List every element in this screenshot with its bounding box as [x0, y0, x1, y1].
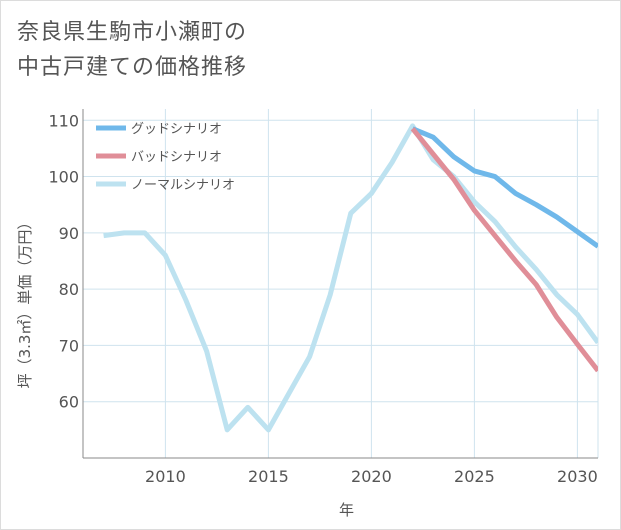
x-axis-title: 年	[339, 501, 354, 519]
x-tick-label-2020: 2020	[351, 467, 392, 486]
grid-lines	[83, 109, 599, 458]
chart-title: 奈良県生駒市小瀬町の 中古戸建ての価格推移	[17, 15, 247, 85]
y-tick-label-110: 110	[48, 111, 79, 130]
legend-label-normal: ノーマルシナリオ	[131, 178, 235, 193]
series-line-bad	[410, 127, 598, 373]
x-tick-label-2010: 2010	[145, 467, 186, 486]
axes: 2010 2015 2020 2025 2030 60 70 80 90 100 110	[48, 109, 598, 486]
chart-title-line-1: 奈良県生駒市小瀬町の	[17, 20, 248, 45]
y-axis-title: 坪（3.3㎡）単価（万円）	[16, 215, 34, 389]
chart-title-line-2: 中古戸建ての価格推移	[17, 55, 248, 80]
y-tick-label-80: 80	[59, 280, 79, 299]
x-tick-label-2015: 2015	[248, 467, 289, 486]
legend-label-bad: バッドシナリオ	[131, 150, 222, 165]
series-line-good	[411, 126, 598, 249]
series-line-normal	[103, 123, 598, 433]
y-tick-label-90: 90	[59, 224, 79, 243]
y-tick-label-100: 100	[48, 168, 79, 187]
x-tick-label-2025: 2025	[454, 467, 495, 486]
x-tick-label-2030: 2030	[557, 467, 598, 486]
y-tick-label-60: 60	[59, 393, 79, 412]
legend-label-good: グッドシナリオ	[131, 122, 222, 137]
y-tick-label-70: 70	[59, 336, 79, 355]
series-lines	[103, 123, 598, 433]
